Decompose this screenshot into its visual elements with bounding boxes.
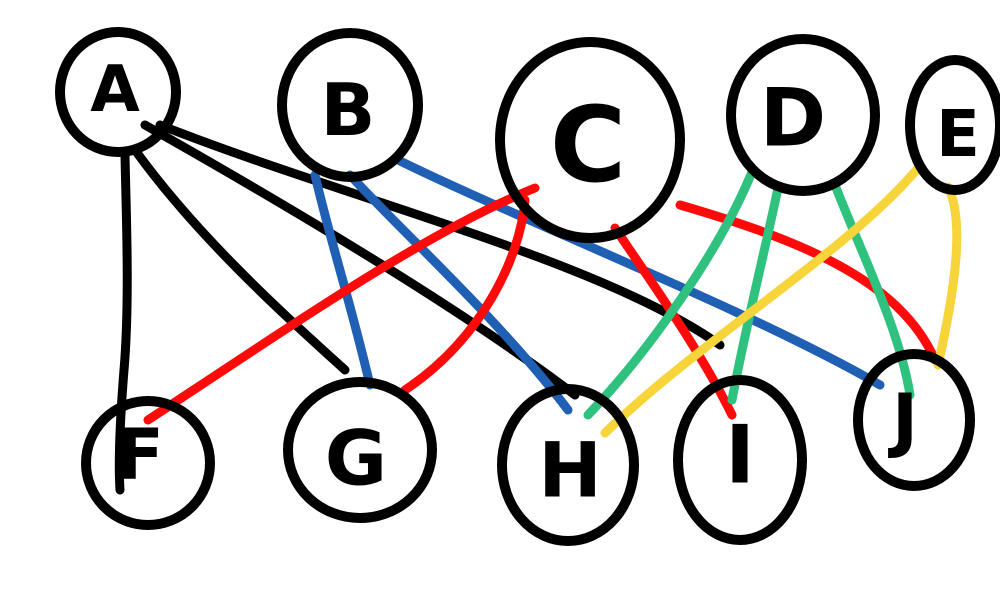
- edge-a-g: [130, 145, 350, 375]
- node-i-label: I: [725, 409, 755, 502]
- node-b-label: B: [321, 68, 376, 152]
- node-d-label: D: [760, 72, 826, 165]
- node-c: C: [495, 37, 685, 243]
- node-j-circle: [853, 349, 975, 491]
- node-c-circle: [495, 37, 685, 243]
- edge-c-f: [143, 183, 540, 425]
- edge-d-i: [727, 183, 783, 405]
- node-i-circle: [673, 375, 807, 545]
- node-a-label: A: [90, 53, 140, 127]
- node-j: J: [853, 349, 975, 491]
- edge-d-h: [583, 167, 757, 420]
- node-b: B: [277, 28, 423, 182]
- node-f-label: F: [116, 414, 164, 496]
- node-c-label: C: [550, 84, 626, 206]
- node-f-circle: [81, 396, 215, 530]
- edge-d-j: [830, 180, 915, 400]
- node-h: H: [497, 384, 639, 546]
- node-h-circle: [497, 384, 639, 546]
- node-g-circle: [283, 377, 437, 523]
- node-h-label: H: [538, 426, 602, 515]
- node-g-label: G: [325, 414, 387, 503]
- edge-b-h: [345, 170, 573, 415]
- node-e: E: [905, 55, 1000, 195]
- edge-b-g: [310, 170, 375, 390]
- node-f: F: [81, 396, 215, 530]
- nodes-layer: A B C D E F G: [55, 27, 1000, 546]
- node-a-circle: [55, 27, 181, 157]
- edge-e-h: [600, 163, 923, 438]
- edge-a-j: [155, 120, 725, 350]
- edge-c-i: [610, 223, 737, 420]
- node-e-label: E: [936, 98, 980, 172]
- node-d: D: [726, 34, 880, 196]
- node-j-label: J: [888, 379, 918, 461]
- node-a: A: [55, 27, 181, 157]
- edge-e-j: [933, 182, 962, 370]
- edges-layer: [114, 120, 962, 495]
- edge-a-f: [114, 150, 132, 495]
- node-i: I: [673, 375, 807, 545]
- node-d-circle: [726, 34, 880, 196]
- node-e-circle: [905, 55, 1000, 195]
- edge-c-g: [400, 195, 530, 395]
- node-b-circle: [277, 28, 423, 182]
- node-g: G: [283, 377, 437, 523]
